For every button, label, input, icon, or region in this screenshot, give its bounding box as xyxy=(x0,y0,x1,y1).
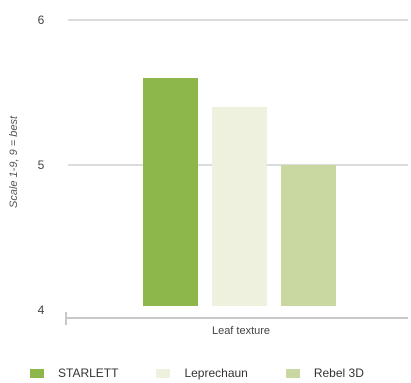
legend-label-rebel-3d: Rebel 3D xyxy=(313,366,364,380)
legend: STARLETT Leprechaun Rebel 3D xyxy=(30,366,364,380)
axes: 4 5 6 Leaf texture xyxy=(38,13,408,337)
legend-label-starlett: STARLETT xyxy=(58,366,119,380)
y-tick-label: 4 xyxy=(38,303,45,317)
bar-starlett xyxy=(143,78,198,306)
y-tick-label: 5 xyxy=(38,158,45,172)
x-category-label: Leaf texture xyxy=(212,325,270,337)
legend-swatch-rebel-3d xyxy=(285,368,300,378)
legend-swatch-leprechaun xyxy=(156,368,171,378)
legend-item-rebel-3d: Rebel 3D xyxy=(285,366,364,380)
y-axis-title: Scale 1-9, 9 = best xyxy=(8,115,20,208)
legend-label-leprechaun: Leprechaun xyxy=(184,366,248,380)
bar-rebel-3d xyxy=(281,165,336,306)
bar-chart: 4 5 6 Leaf texture Scale 1-9, 9 = best xyxy=(8,13,408,337)
bar-leprechaun xyxy=(212,107,267,306)
legend-item-leprechaun: Leprechaun xyxy=(156,366,248,380)
x-axis-line xyxy=(65,312,408,325)
legend-item-starlett: STARLETT xyxy=(30,366,118,380)
bars xyxy=(143,78,336,306)
y-tick-label: 6 xyxy=(38,13,45,27)
legend-swatch-starlett xyxy=(30,368,44,378)
